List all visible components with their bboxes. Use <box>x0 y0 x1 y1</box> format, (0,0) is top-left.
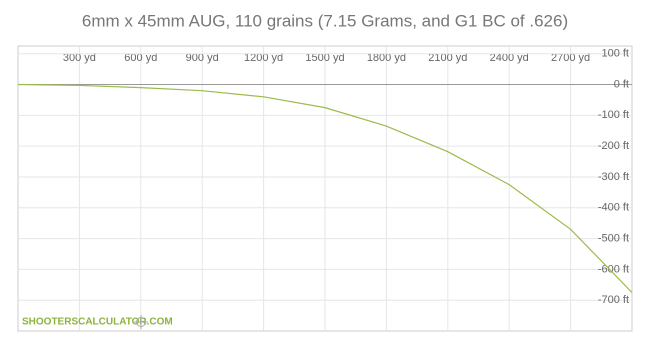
x-tick-label: 1800 yd <box>367 52 406 64</box>
x-tick-label: 1200 yd <box>244 52 283 64</box>
y-tick-label: -400 ft <box>598 202 629 214</box>
y-tick-label: -300 ft <box>598 171 629 183</box>
x-tick-label: 2100 yd <box>428 52 467 64</box>
crosshair-icon <box>134 315 148 329</box>
y-tick-label: 0 ft <box>614 78 629 90</box>
x-tick-label: 2700 yd <box>551 52 590 64</box>
trajectory-line <box>17 83 633 293</box>
x-tick-label: 600 yd <box>124 52 157 64</box>
x-tick-label: 2400 yd <box>490 52 529 64</box>
y-tick-label: -200 ft <box>598 140 629 152</box>
y-tick-label: -100 ft <box>598 109 629 121</box>
y-tick-label: -700 ft <box>598 294 629 306</box>
x-tick-label: 300 yd <box>63 52 96 64</box>
x-tick-label: 1500 yd <box>305 52 344 64</box>
y-tick-label: -500 ft <box>598 232 629 244</box>
y-tick-label: -600 ft <box>598 263 629 275</box>
chart-title: 6mm x 45mm AUG, 110 grains (7.15 Grams, … <box>82 11 568 30</box>
watermark: SHOOTERSCALCULATOR.COM <box>22 317 173 328</box>
x-tick-label: 900 yd <box>186 52 219 64</box>
y-tick-label: 100 ft <box>601 48 629 60</box>
